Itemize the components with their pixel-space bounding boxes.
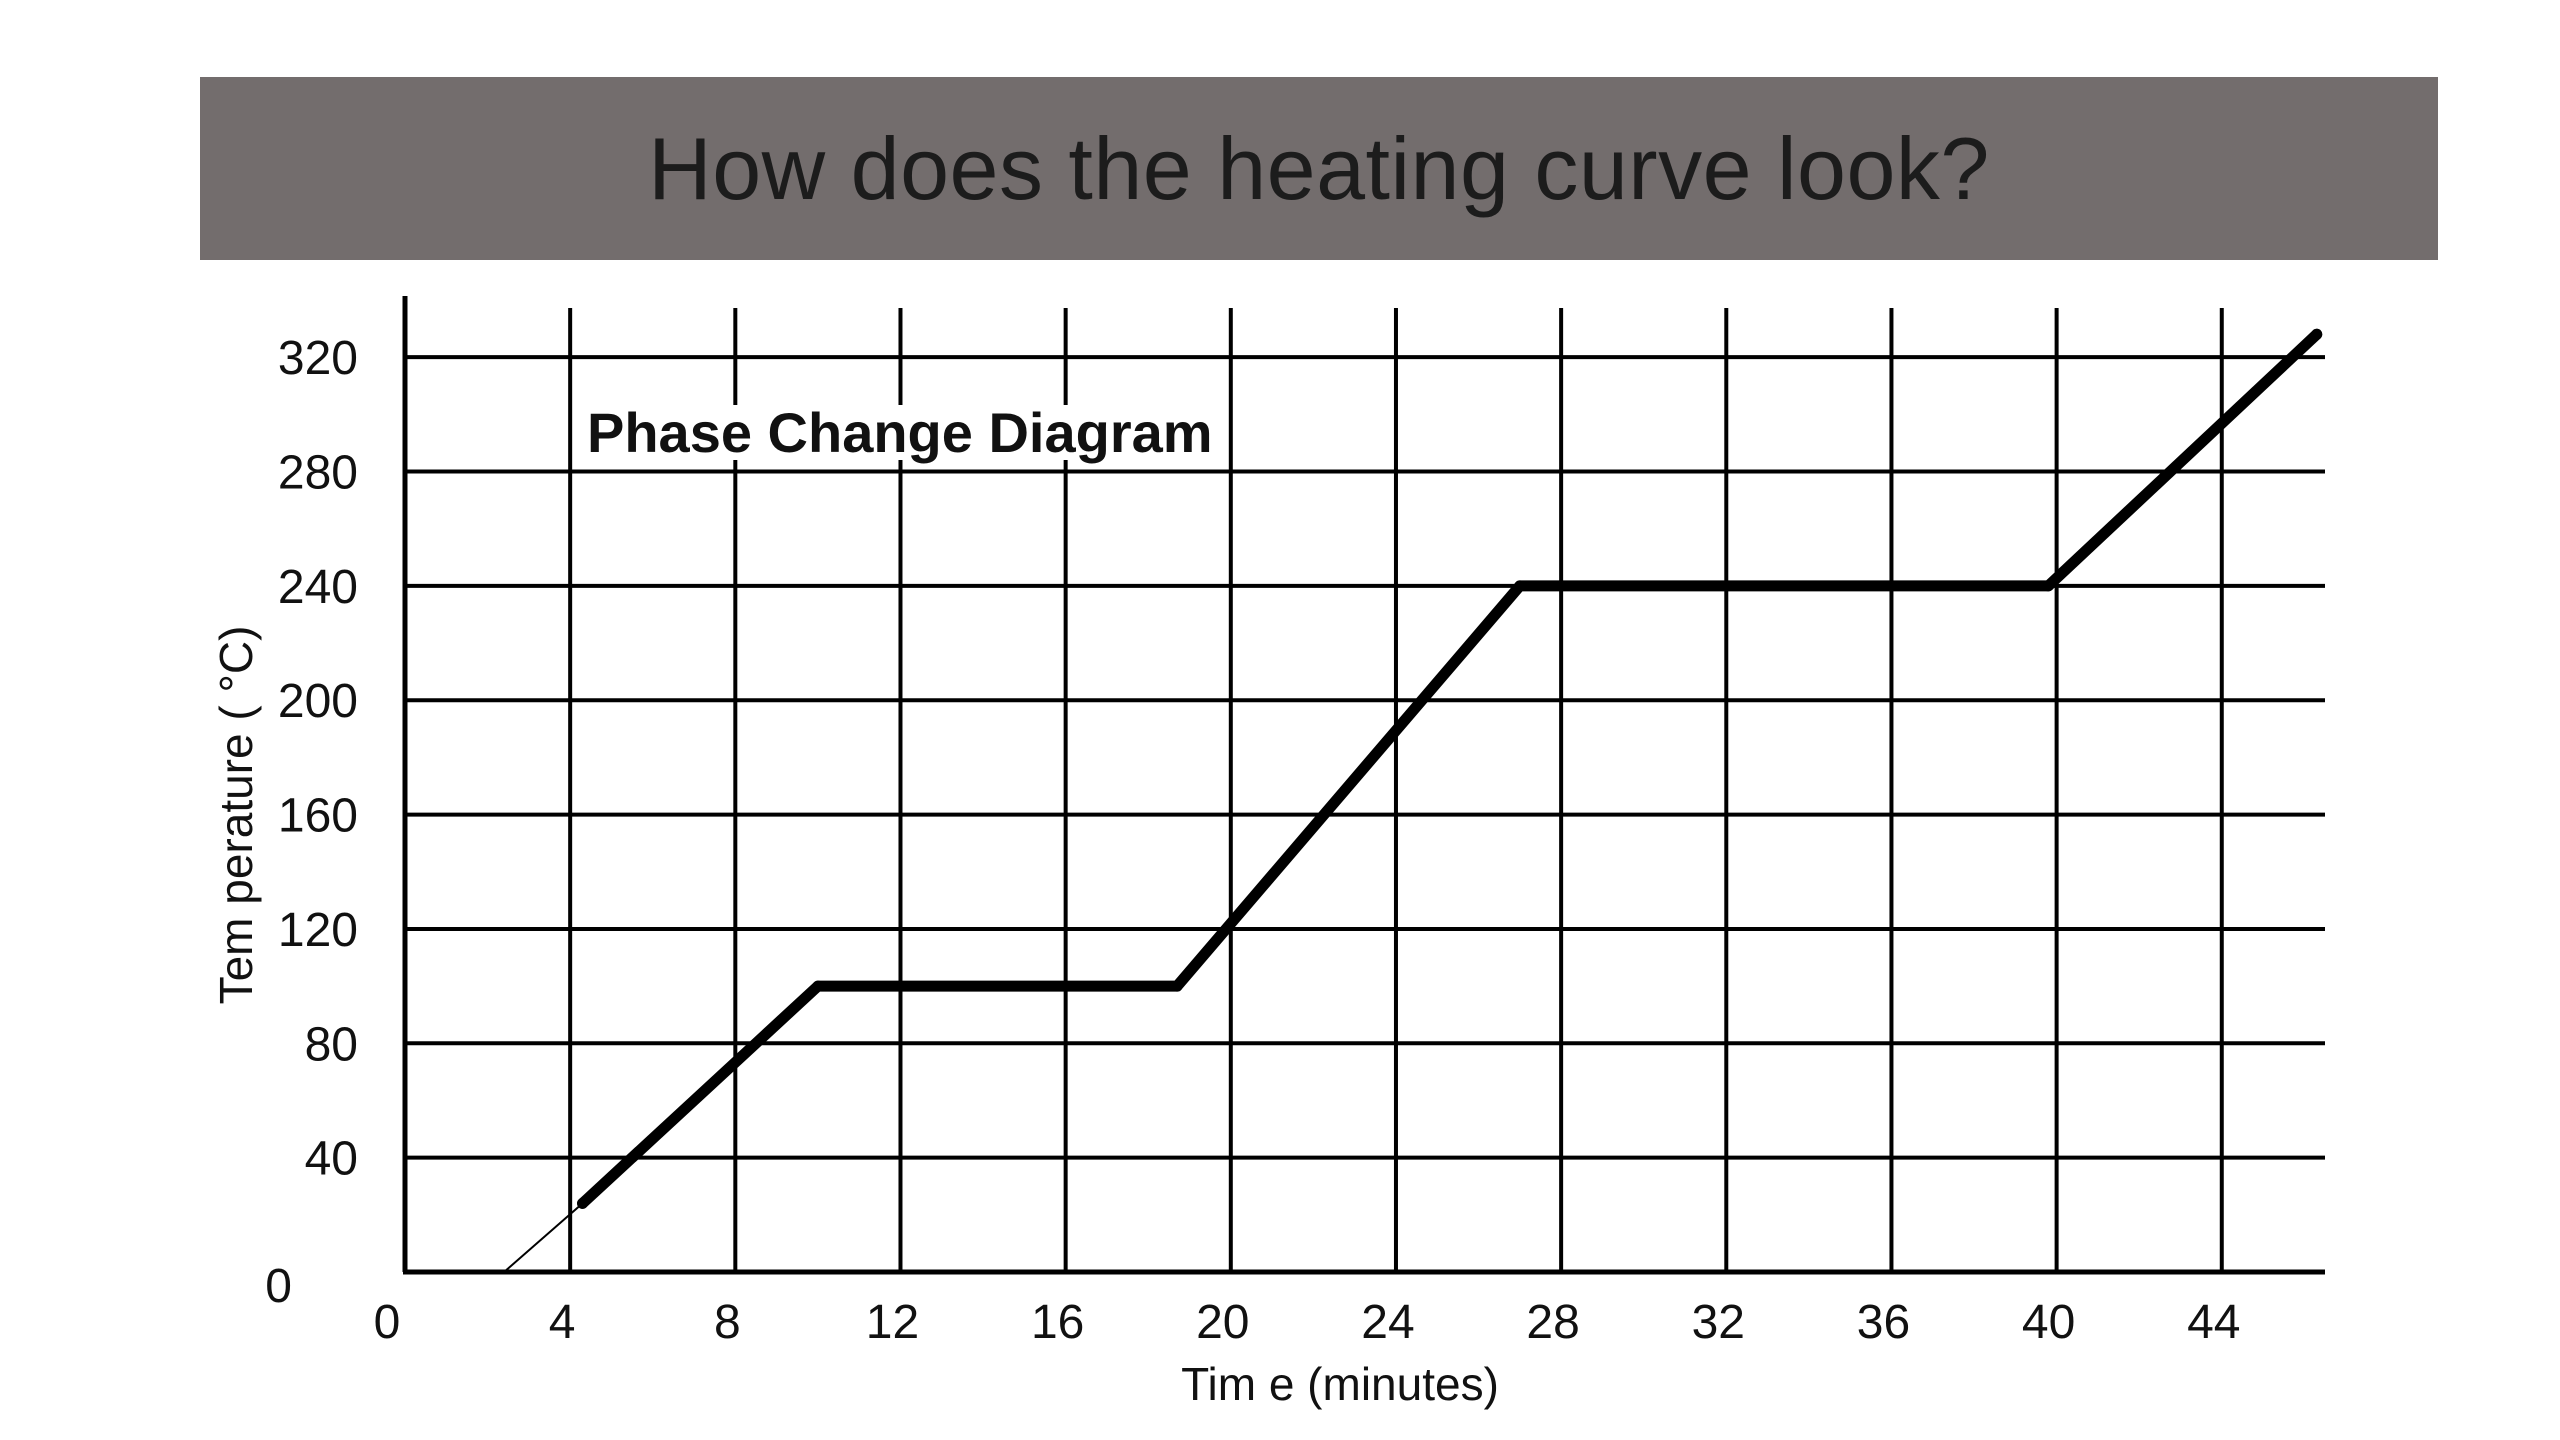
y-tick-label: 320 (278, 332, 358, 385)
y-tick-label: 80 (305, 1018, 358, 1071)
x-tick-label: 44 (2187, 1296, 2240, 1349)
y-axis-title: Tem perature ( °C) (210, 626, 262, 1005)
x-tick-label: 20 (1196, 1296, 1249, 1349)
x-tick-label: 24 (1361, 1296, 1414, 1349)
series-point (577, 1197, 589, 1209)
x-tick-label: 36 (1857, 1296, 1910, 1349)
y-tick-label: 0 (265, 1260, 292, 1313)
series-point (1514, 580, 1526, 592)
series-extrapolation-line (503, 1202, 584, 1273)
series-point (812, 980, 824, 992)
chart-title-background (579, 405, 1221, 460)
y-tick-label: 200 (278, 675, 358, 728)
series-line-0 (577, 328, 2323, 1209)
x-tick-label: 4 (549, 1296, 576, 1349)
y-tick-label: 40 (305, 1133, 358, 1186)
x-tick-label: 40 (2022, 1296, 2075, 1349)
y-tick-label: 120 (278, 904, 358, 957)
x-tick-label: 0 (374, 1296, 401, 1349)
chart-series (503, 328, 2323, 1273)
chart-title: Phase Change Diagram (587, 401, 1213, 464)
x-axis-title: Tim e (minutes) (1181, 1358, 1499, 1410)
x-tick-label: 32 (1692, 1296, 1745, 1349)
title-bar: How does the heating curve look? (200, 77, 2438, 260)
x-tick-label: 12 (866, 1296, 919, 1349)
x-tick-label: 16 (1031, 1296, 1084, 1349)
series-point (2311, 328, 2323, 340)
x-tick-label: 28 (1526, 1296, 1579, 1349)
series-point (1171, 980, 1183, 992)
y-tick-label: 160 (278, 790, 358, 843)
series-point (2042, 580, 2054, 592)
x-tick-label: 8 (714, 1296, 741, 1349)
y-tick-label: 280 (278, 447, 358, 500)
slide-title: How does the heating curve look? (648, 118, 1990, 218)
chart-axes (402, 296, 2325, 1275)
y-tick-label: 240 (278, 561, 358, 614)
chart-tick-labels: 0 4 8 12 16 20 24 28 32 36 40 44 0 40 80 120 160 200 240 28… (265, 332, 2240, 1349)
